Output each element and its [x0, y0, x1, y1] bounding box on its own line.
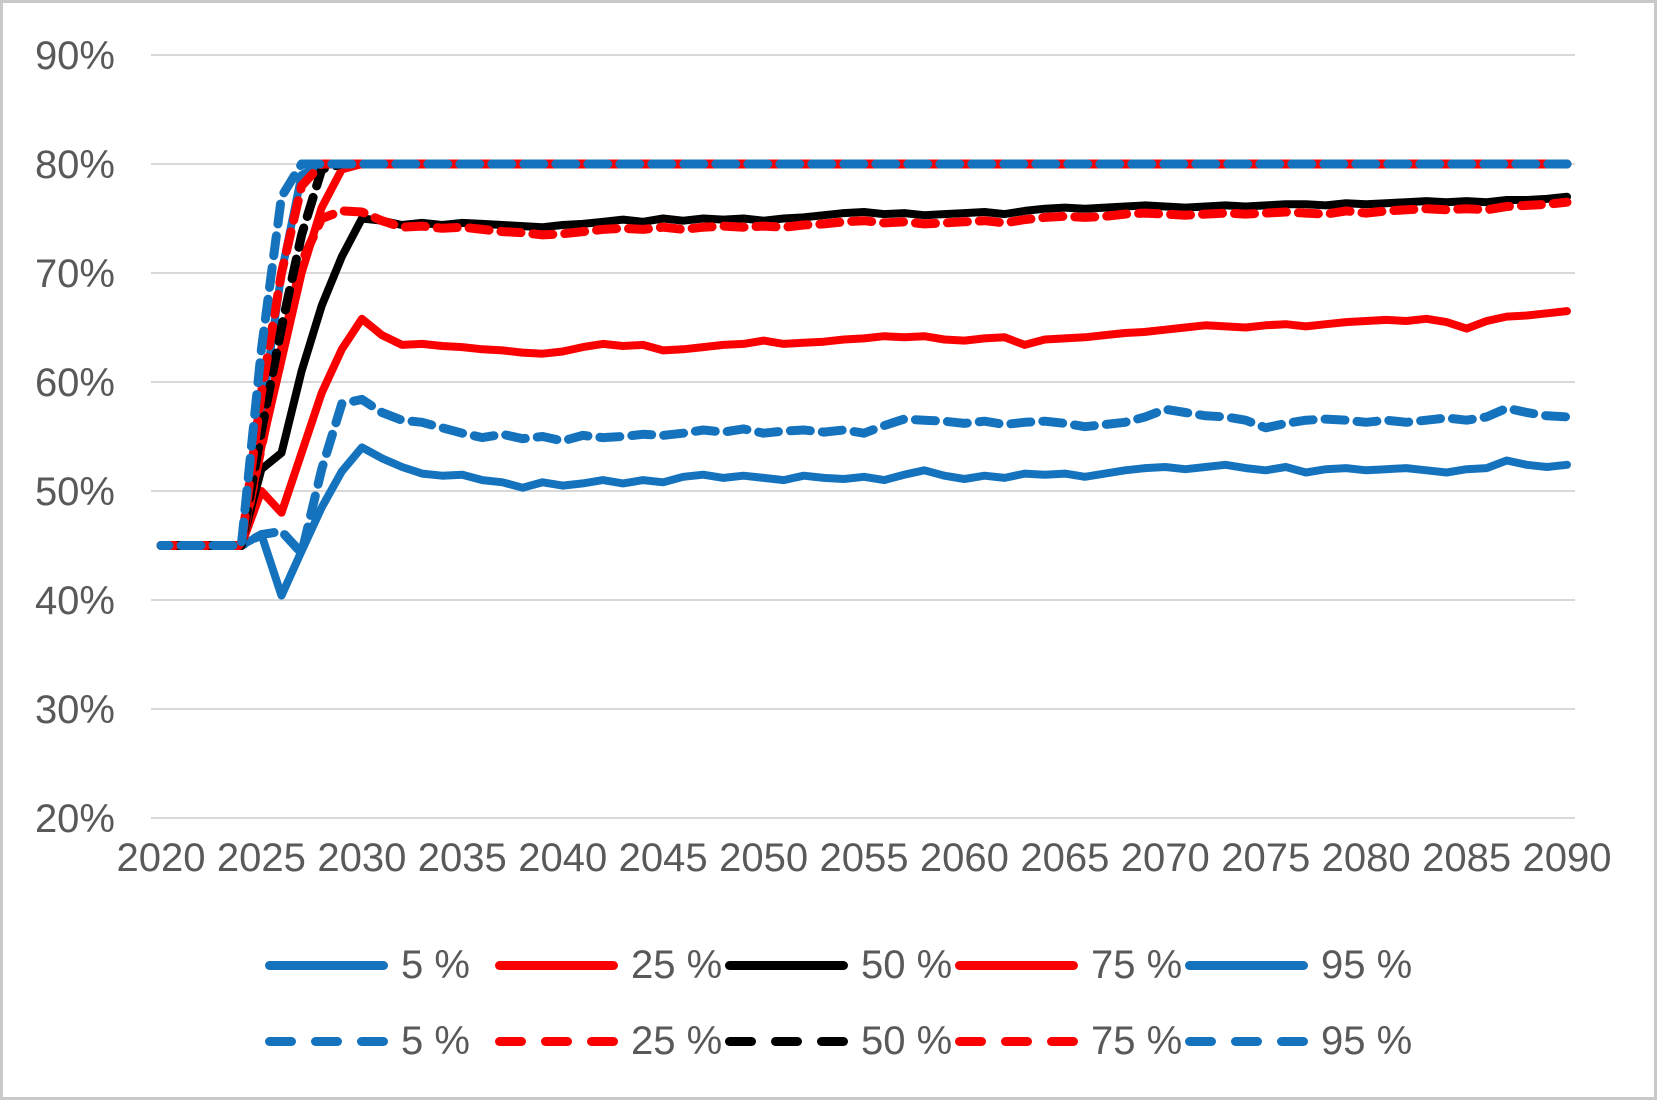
x-axis-tick-label: 2050 — [719, 836, 808, 880]
legend-swatch-dashed — [955, 1036, 1078, 1046]
series-line-dashed-5% — [156, 394, 1572, 558]
y-axis-tick-label: 20% — [35, 797, 115, 841]
legend-swatch-dashed — [725, 1036, 848, 1046]
legend-dash-segment — [817, 1036, 848, 1046]
legend-item-solid-25%: 25 % — [495, 943, 725, 988]
y-axis-tick-label: 60% — [35, 361, 115, 405]
legend-dash-segment — [771, 1036, 802, 1046]
legend-label: 95 % — [1321, 942, 1413, 987]
legend-row-solid: 5 % 25 % 50 % 75 % 95 % — [265, 941, 1415, 989]
legend-dash-segment — [725, 1036, 756, 1046]
legend-label: 25 % — [631, 1018, 723, 1063]
legend-item-solid-50%: 50 % — [725, 943, 955, 988]
legend-dash-segment — [1047, 1036, 1078, 1046]
legend-label: 25 % — [631, 942, 723, 987]
x-axis-tick-label: 2025 — [217, 836, 306, 880]
legend-item-solid-75%: 75 % — [955, 943, 1185, 988]
legend-swatch-dashed — [265, 1036, 388, 1046]
legend-item-dashed-75%: 75 % — [955, 1019, 1185, 1064]
legend-swatch-solid — [1185, 960, 1308, 970]
legend-item-solid-95%: 95 % — [1185, 943, 1415, 988]
line-chart-canvas: 90% 80% 70% 60% 50% 40% 30% 20%2020 2025 2030 2035… — [35, 34, 1612, 880]
legend-item-dashed-25%: 25 % — [495, 1019, 725, 1064]
x-axis-tick-label: 2045 — [619, 836, 708, 880]
legend-dash-segment — [495, 1036, 526, 1046]
legend-dash-segment — [1277, 1036, 1308, 1046]
legend-dash-segment — [357, 1036, 388, 1046]
x-axis-tick-label: 2080 — [1322, 836, 1411, 880]
series-line-solid-5% — [157, 443, 1571, 600]
legend-dash-segment — [587, 1036, 618, 1046]
legend-dash-segment — [1231, 1036, 1262, 1046]
legend-swatch-solid — [725, 960, 848, 970]
legend-swatch-solid — [265, 960, 388, 970]
series-line-dashed-25% — [156, 197, 1572, 550]
legend-label: 75 % — [1091, 942, 1183, 987]
legend-swatch-dashed — [1185, 1036, 1308, 1046]
legend-dash-segment — [311, 1036, 342, 1046]
y-axis-tick-label: 30% — [35, 688, 115, 732]
x-axis-tick-label: 2075 — [1221, 836, 1310, 880]
legend-row-dashed: 5 % 25 % 50 % 75 % 95 % — [265, 1017, 1415, 1065]
legend-swatch-solid — [955, 960, 1078, 970]
x-axis-tick-label: 2090 — [1523, 836, 1612, 880]
x-axis-tick-label: 2065 — [1020, 836, 1109, 880]
y-axis-tick-label: 40% — [35, 579, 115, 623]
x-axis-tick-label: 2040 — [518, 836, 607, 880]
x-axis-tick-label: 2030 — [317, 836, 406, 880]
y-axis-tick-label: 90% — [35, 34, 115, 78]
y-axis-tick-label: 70% — [35, 252, 115, 296]
y-axis-tick-label: 50% — [35, 470, 115, 514]
series-line-dashed-95% — [156, 159, 1572, 550]
legend-item-dashed-5%: 5 % — [265, 1019, 495, 1064]
legend-item-dashed-95%: 95 % — [1185, 1019, 1415, 1064]
x-axis-tick-label: 2020 — [117, 836, 206, 880]
legend-dash-segment — [541, 1036, 572, 1046]
legend-label: 95 % — [1321, 1018, 1413, 1063]
legend-label: 5 % — [401, 942, 470, 987]
legend-dash-segment — [955, 1036, 986, 1046]
y-axis-tick-label: 80% — [35, 143, 115, 187]
x-axis-tick-label: 2085 — [1422, 836, 1511, 880]
x-axis-tick-label: 2055 — [820, 836, 909, 880]
series-line-solid-50% — [157, 192, 1571, 550]
legend-label: 5 % — [401, 1018, 470, 1063]
legend-swatch-solid — [495, 960, 618, 970]
legend-dash-segment — [1185, 1036, 1216, 1046]
legend-item-dashed-50%: 50 % — [725, 1019, 955, 1064]
legend-dash-segment — [1001, 1036, 1032, 1046]
legend-dash-segment — [265, 1036, 296, 1046]
legend-swatch-dashed — [495, 1036, 618, 1046]
legend-label: 75 % — [1091, 1018, 1183, 1063]
x-axis-tick-label: 2060 — [920, 836, 1009, 880]
legend-label: 50 % — [861, 1018, 953, 1063]
x-axis-tick-label: 2035 — [418, 836, 507, 880]
legend-label: 50 % — [861, 942, 953, 987]
legend-item-solid-5%: 5 % — [265, 943, 495, 988]
series-line-solid-25% — [157, 307, 1571, 550]
x-axis-tick-label: 2070 — [1121, 836, 1210, 880]
